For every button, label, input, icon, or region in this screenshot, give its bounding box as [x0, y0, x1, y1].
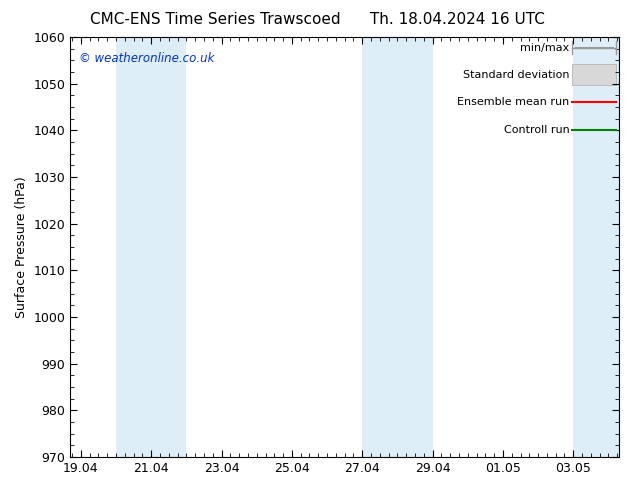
Bar [362, 37, 432, 457]
Text: © weatheronline.co.uk: © weatheronline.co.uk [79, 52, 214, 65]
Text: Controll run: Controll run [504, 124, 569, 135]
Text: CMC-ENS Time Series Trawscoed      Th. 18.04.2024 16 UTC: CMC-ENS Time Series Trawscoed Th. 18.04.… [89, 12, 545, 27]
FancyBboxPatch shape [573, 65, 616, 85]
Text: min/max: min/max [521, 43, 569, 52]
Text: Ensemble mean run: Ensemble mean run [457, 97, 569, 107]
Y-axis label: Surface Pressure (hPa): Surface Pressure (hPa) [15, 176, 28, 318]
Bar [573, 37, 619, 457]
Bar [116, 37, 186, 457]
Text: Standard deviation: Standard deviation [463, 70, 569, 80]
